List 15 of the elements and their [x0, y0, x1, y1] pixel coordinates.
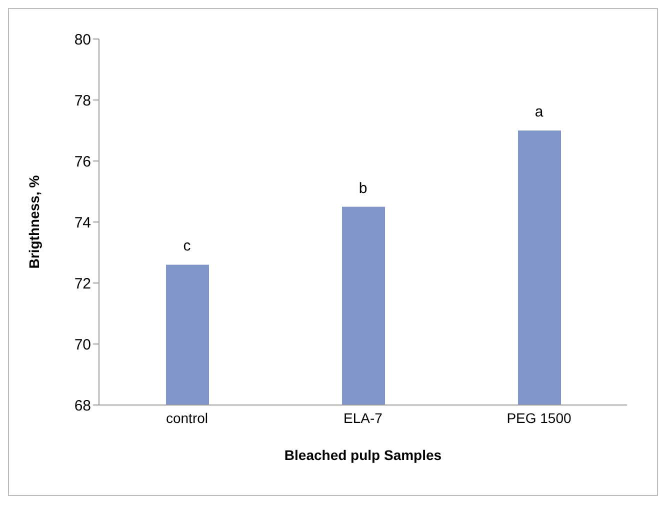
- y-tick-label: 80: [74, 31, 91, 48]
- x-tick-label: ELA-7: [344, 410, 383, 426]
- x-tick-label: PEG 1500: [506, 410, 572, 426]
- x-axis-title: Bleached pulp Samples: [284, 447, 442, 463]
- y-tick-label: 78: [74, 92, 91, 110]
- annotation: c: [183, 238, 192, 255]
- y-axis-title: Brigthness, %: [26, 174, 42, 269]
- x-tick-label: control: [166, 410, 208, 426]
- annotation: b: [358, 180, 368, 197]
- annotation: a: [534, 104, 544, 120]
- y-tick-label: 68: [74, 397, 91, 414]
- y-tick-label: 70: [74, 336, 91, 354]
- y-tick-label: 76: [74, 153, 91, 170]
- y-tick-label: 72: [74, 275, 91, 292]
- y-tick-label: 74: [74, 214, 91, 232]
